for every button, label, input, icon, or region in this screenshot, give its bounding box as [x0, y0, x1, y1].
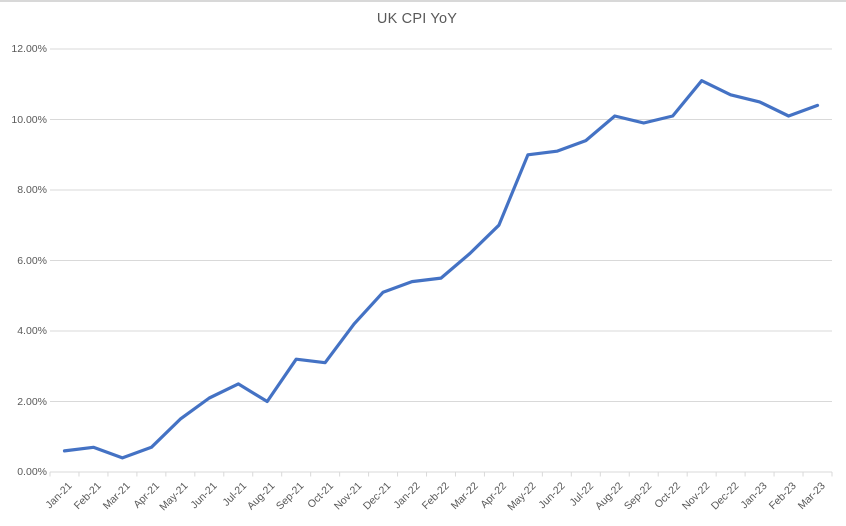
chart-title: UK CPI YoY	[376, 11, 458, 27]
y-axis-label: 0.00%	[17, 466, 47, 478]
y-axis-label: 8.00%	[17, 184, 47, 196]
y-axis-label: 10.00%	[11, 113, 47, 126]
data-line-uk-cpi-yoy	[62, 79, 820, 460]
chart-top-border	[0, 0, 846, 2]
y-axis-label: 6.00%	[17, 254, 47, 267]
y-axis-label: 12.00%	[11, 43, 47, 55]
y-axis-label: 2.00%	[17, 395, 47, 408]
y-axis-label: 4.00%	[17, 325, 47, 337]
